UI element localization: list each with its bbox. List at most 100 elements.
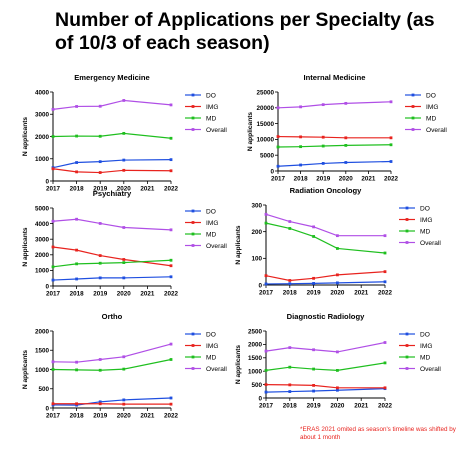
y-tick-label: 1000 [35,367,50,374]
x-tick-label: 2022 [164,413,179,420]
x-tick-label: 2018 [70,413,85,420]
data-point [264,383,268,386]
data-point [276,164,280,168]
y-tick-label: 100 [251,256,262,263]
legend-item-md: MD [399,228,430,235]
chart-3: Psychiatry 0 1000 2000 3000 4000 5000 2017 2018 2… [22,189,227,298]
y-tick-label: 4000 [35,221,50,228]
series-img [51,167,173,174]
y-axis-title: N applicants [247,112,254,152]
x-tick-label: 2017 [46,413,61,420]
x-tick-label: 2019 [93,291,108,298]
x-tick-label: 2022 [164,291,179,298]
y-tick-label: 25000 [256,89,274,96]
series-do [276,160,393,168]
data-point [312,348,315,352]
legend-item-overall: Overall [185,366,227,373]
data-point [288,390,292,393]
data-point [336,234,339,238]
legend-label: DO [420,331,430,338]
data-point [51,402,55,406]
footnote: *ERAS 2021 omited as season's timeline w… [300,426,456,441]
legend-swatch-marker [405,367,409,370]
data-point [98,400,102,404]
x-tick-label: 2020 [117,413,132,420]
data-point [383,251,387,255]
series-line [52,218,172,231]
legend-item-do: DO [185,331,216,338]
y-tick-label: 0 [45,405,49,412]
data-point [75,368,78,372]
legend-label: Overall [420,366,441,373]
series-md [51,131,173,140]
y-tick-label: 1500 [35,348,50,355]
legend-label: MD [206,231,216,238]
x-tick-label: 2020 [330,403,345,410]
x-tick-label: 2018 [283,403,298,410]
legend-swatch-marker [411,93,415,97]
data-point [122,398,126,402]
legend-label: DO [206,208,216,215]
chart-2: Internal Medicine 0 5000 10000 15000 20000 250… [247,73,447,183]
series-line [265,362,386,371]
legend-label: MD [420,228,430,235]
legend-item-overall: Overall [399,366,441,373]
data-point [288,279,292,282]
data-point [75,217,78,221]
data-point [336,350,339,354]
x-tick-label: 2017 [259,290,274,297]
x-tick-label: 2022 [378,290,393,297]
data-point [264,282,268,286]
legend-label: MD [426,115,436,122]
series-md [264,361,387,372]
data-point [169,402,173,406]
x-tick-label: 2019 [307,290,322,297]
data-point [122,367,126,371]
chart-title: Diagnostic Radiology [287,312,365,321]
data-point [389,160,393,163]
data-point [122,131,126,135]
y-axis-title: N applicants [22,117,29,157]
legend-item-img: IMG [185,220,218,227]
legend-swatch-marker [191,232,195,236]
data-point [299,163,302,167]
series-img [264,270,387,282]
legend-swatch-marker [405,344,409,347]
series-overall [51,217,173,232]
data-point [321,144,325,148]
legend-item-do: DO [185,92,216,99]
x-tick-label: 2021 [140,413,155,420]
data-point [98,358,102,361]
data-point [75,248,78,252]
chart-5: Ortho 0 500 1000 1500 2000 2017 2018 2019 2020 202… [22,312,227,420]
y-tick-label: 3000 [35,237,50,244]
x-tick-label: 2022 [164,186,179,193]
data-point [344,161,348,164]
series-line [265,388,386,393]
data-point [122,158,126,162]
data-point [383,386,387,390]
data-point [122,261,126,264]
x-tick-label: 2018 [70,186,85,193]
legend-label: MD [206,354,216,361]
legend-item-md: MD [185,115,216,122]
legend-label: DO [426,92,436,99]
data-point [383,341,387,344]
data-point [389,136,393,140]
legend-label: IMG [206,343,218,350]
legend-label: DO [420,205,430,212]
legend-item-overall: Overall [185,127,227,134]
series-overall [264,212,387,238]
x-tick-label: 2017 [46,291,61,298]
legend-swatch-marker [191,209,195,213]
data-point [169,136,173,140]
data-point [321,162,325,165]
data-point [98,276,102,280]
legend-item-overall: Overall [185,243,227,250]
data-point [51,219,55,223]
legend-label: IMG [420,343,432,350]
x-tick-label: 2017 [46,186,61,193]
data-point [169,158,173,162]
data-point [264,390,268,394]
